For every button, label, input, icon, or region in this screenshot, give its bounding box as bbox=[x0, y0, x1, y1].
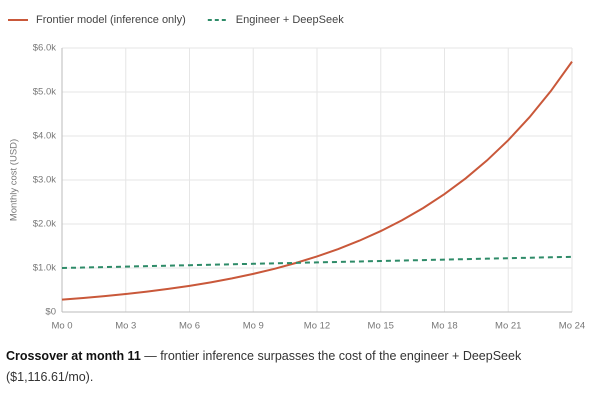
footnote: Crossover at month 11 — frontier inferen… bbox=[6, 346, 586, 388]
x-tick-label: Mo 15 bbox=[368, 321, 394, 332]
x-tick-label: Mo 9 bbox=[243, 321, 264, 332]
x-tick-label: Mo 0 bbox=[51, 321, 72, 332]
legend-label: Frontier model (inference only) bbox=[36, 14, 186, 26]
y-axis-label: Monthly cost (USD) bbox=[9, 139, 20, 221]
y-tick-label: $2.0k bbox=[33, 219, 56, 230]
x-tick-label: Mo 21 bbox=[495, 321, 521, 332]
footnote-text: — frontier inference surpasses the cost … bbox=[6, 349, 522, 384]
x-tick-label: Mo 18 bbox=[431, 321, 457, 332]
x-tick-label: Mo 6 bbox=[179, 321, 200, 332]
line bbox=[61, 61, 573, 301]
x-tick-label: Mo 12 bbox=[304, 321, 330, 332]
y-tick-label: $6.0k bbox=[33, 43, 56, 54]
y-tick-label: $1.0k bbox=[33, 263, 56, 274]
legend-label: Engineer + DeepSeek bbox=[236, 14, 344, 26]
y-tick-label: $4.0k bbox=[33, 131, 56, 142]
chart: Monthly cost (USD) $0 $1.0k $2.0k $3.0k $4.0… bbox=[8, 14, 585, 332]
x-tick-label: Mo 3 bbox=[115, 321, 136, 332]
x-tick-label: Mo 24 bbox=[559, 321, 585, 332]
y-tick-label: $5.0k bbox=[33, 87, 56, 98]
footnote-bold: Crossover at month 11 bbox=[6, 349, 141, 363]
y-tick-label: $3.0k bbox=[33, 175, 56, 186]
y-tick-label: $0 bbox=[45, 307, 56, 318]
line bbox=[61, 255, 573, 269]
